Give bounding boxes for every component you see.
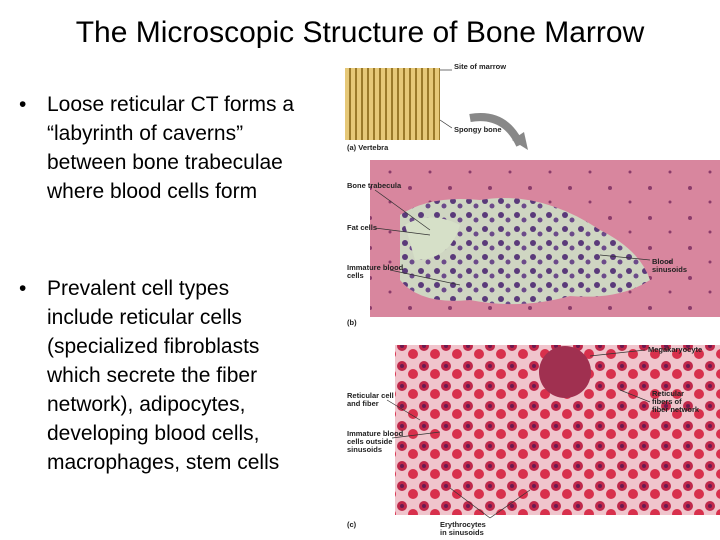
caption: (a) Vertebra [347, 143, 389, 152]
vertebra-image [345, 68, 528, 150]
label: Spongy bone [454, 125, 502, 134]
micrograph-b [370, 160, 720, 317]
label: Erythrocytes in sinusoids [440, 520, 486, 537]
micrograph-c [395, 345, 720, 515]
label: Blood sinusoids [652, 257, 687, 274]
bullet: Loose reticular CT forms a “labyrinth of… [19, 90, 297, 206]
caption: (c) [347, 520, 357, 529]
label: Bone trabecula [347, 181, 402, 190]
label: Immature blood cells outside sinusoids [347, 429, 404, 454]
label: Megakaryocyte [648, 345, 702, 354]
label: Site of marrow [454, 62, 506, 71]
label: Fat cells [347, 223, 377, 232]
bullet: Prevalent cell types include reticular c… [19, 274, 297, 477]
label: Immature blood cells [347, 263, 404, 280]
label: Reticular cell and fiber [347, 391, 394, 408]
slide-title: The Microscopic Structure of Bone Marrow [75, 16, 645, 49]
caption: (b) [347, 318, 357, 327]
label: Reticular fibers of fiber network [652, 389, 700, 414]
